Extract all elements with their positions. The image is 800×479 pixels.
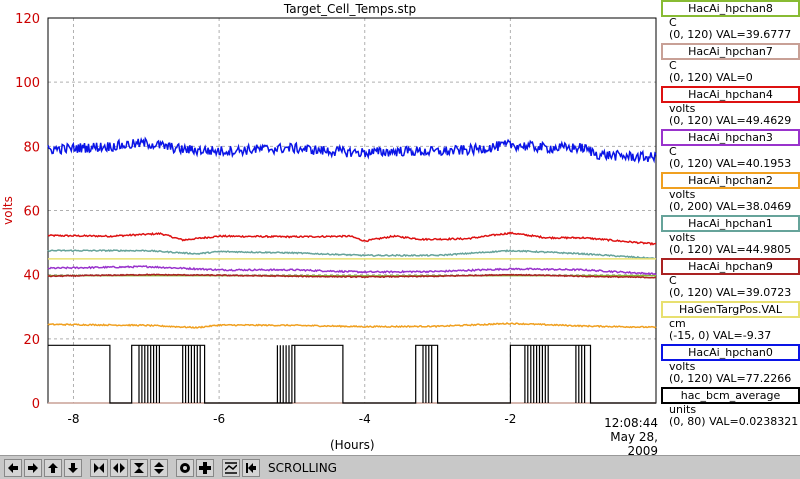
date-text: May 28, 2009 bbox=[610, 430, 658, 458]
chart-title: Target_Cell_Temps.stp bbox=[283, 2, 417, 16]
legend-info: C (0, 120) VAL=0 bbox=[669, 60, 753, 84]
legend-entry-HacAi_hpchan2[interactable]: HacAi_hpchan2 bbox=[661, 172, 800, 189]
legend-entry-HacAi_hpchan9[interactable]: HacAi_hpchan9 bbox=[661, 258, 800, 275]
legend-value: (0, 120) VAL=39.6777 bbox=[669, 28, 792, 41]
back-icon bbox=[246, 462, 256, 473]
legend-entry-hac_bcm_average[interactable]: hac_bcm_average bbox=[661, 387, 800, 404]
series-line-HacAi_hpchan3 bbox=[47, 265, 657, 276]
legend-info: units (0, 80) VAL=0.0238321 bbox=[669, 404, 798, 428]
legend-value: (-15, 0) VAL=-9.37 bbox=[669, 329, 772, 342]
toolbar: SCROLLING bbox=[0, 455, 800, 479]
back-button[interactable] bbox=[242, 458, 260, 477]
series-line-hac_bcm_average bbox=[48, 344, 656, 404]
legend-info: C (0, 120) VAL=40.1953 bbox=[669, 146, 791, 170]
x-tick-label: -2 bbox=[504, 412, 516, 426]
y-tick-label: 120 bbox=[15, 12, 40, 27]
scroll-up-button[interactable] bbox=[44, 458, 62, 477]
legend-entry-HacAi_hpchan3[interactable]: HacAi_hpchan3 bbox=[661, 129, 800, 146]
legend-unit: volts bbox=[669, 188, 696, 201]
legend-entry-HaGenTargPos.VAL[interactable]: HaGenTargPos.VAL bbox=[661, 301, 800, 318]
y-tick-label: 100 bbox=[15, 76, 40, 91]
legend-unit: volts bbox=[669, 102, 696, 115]
y-tick-label: 60 bbox=[23, 205, 40, 220]
series-line-HacAi_hpchan0 bbox=[47, 136, 657, 165]
series-line-HacAi_hpchan4 bbox=[47, 231, 656, 246]
legend-unit: C bbox=[669, 274, 677, 287]
right-arrow-icon bbox=[28, 462, 38, 473]
legend-entry-HacAi_hpchan0[interactable]: HacAi_hpchan0 bbox=[661, 344, 800, 361]
series-line-HacAi_hpchan1 bbox=[47, 249, 657, 260]
scroll-down-button[interactable] bbox=[64, 458, 82, 477]
plot-area: 0 20 40 60 80 100 120 -8 -6 -4 -2 volts bbox=[1, 12, 657, 426]
x-tick-label: -4 bbox=[359, 412, 371, 426]
config-button[interactable] bbox=[176, 458, 194, 477]
x-axis-title: (Hours) bbox=[330, 438, 375, 452]
legend-info: volts (0, 120) VAL=44.9805 bbox=[669, 232, 791, 256]
legend-entry-HacAi_hpchan7[interactable]: HacAi_hpchan7 bbox=[661, 43, 800, 60]
zoom-in-y-icon bbox=[134, 462, 144, 473]
x-tick-label: -8 bbox=[68, 412, 80, 426]
zoom-out-x-button[interactable] bbox=[110, 458, 128, 477]
zoom-in-y-button[interactable] bbox=[130, 458, 148, 477]
y-tick-label: 40 bbox=[23, 269, 40, 284]
legend-unit: volts bbox=[669, 231, 696, 244]
legend-info: volts (0, 120) VAL=49.4629 bbox=[669, 103, 791, 127]
legend-value: (0, 120) VAL=49.4629 bbox=[669, 114, 792, 127]
scroll-left-button[interactable] bbox=[4, 458, 22, 477]
circle-config-icon bbox=[180, 462, 190, 473]
zoom-out-y-icon bbox=[154, 461, 164, 474]
legend-value: (0, 80) VAL=0.0238321 bbox=[669, 415, 799, 428]
y-tick-label: 80 bbox=[23, 140, 40, 155]
legend-entry-HacAi_hpchan8[interactable]: HacAi_hpchan8 bbox=[661, 0, 800, 17]
up-arrow-icon bbox=[48, 462, 58, 473]
zoom-in-x-button[interactable] bbox=[90, 458, 108, 477]
y-tick-label: 0 bbox=[32, 397, 40, 412]
legend-value: (0, 120) VAL=40.1953 bbox=[669, 157, 792, 170]
legend-value: (0, 120) VAL=44.9805 bbox=[669, 243, 792, 256]
legend-info: C (0, 120) VAL=39.6777 bbox=[669, 17, 791, 41]
legend-unit: C bbox=[669, 145, 677, 158]
legend-info: volts (0, 120) VAL=77.2266 bbox=[669, 361, 791, 385]
legend-value: (0, 120) VAL=0 bbox=[669, 71, 753, 84]
legend-value: (0, 120) VAL=77.2266 bbox=[669, 372, 792, 385]
legend-unit: volts bbox=[669, 360, 696, 373]
y-tick-label: 20 bbox=[23, 333, 40, 348]
legend-info: C (0, 120) VAL=39.0723 bbox=[669, 275, 791, 299]
legend-unit: C bbox=[669, 16, 677, 29]
y-axis-title: volts bbox=[1, 196, 15, 225]
add-button[interactable] bbox=[196, 458, 214, 477]
plus-icon bbox=[199, 461, 211, 474]
legend-unit: cm bbox=[669, 317, 686, 330]
zoom-in-x-icon bbox=[94, 462, 104, 473]
scroll-right-button[interactable] bbox=[24, 458, 42, 477]
down-arrow-icon bbox=[68, 462, 78, 473]
legend-info: volts (0, 200) VAL=38.0469 bbox=[669, 189, 791, 213]
x-tick-label: -6 bbox=[213, 412, 225, 426]
time-text: 12:08:44 bbox=[604, 416, 658, 430]
legend-entry-HacAi_hpchan1[interactable]: HacAi_hpchan1 bbox=[661, 215, 800, 232]
left-arrow-icon bbox=[8, 462, 18, 473]
legend-entry-HacAi_hpchan4[interactable]: HacAi_hpchan4 bbox=[661, 86, 800, 103]
zoom-out-y-button[interactable] bbox=[150, 458, 168, 477]
autoscale-icon bbox=[225, 461, 237, 474]
legend-info: cm (-15, 0) VAL=-9.37 bbox=[669, 318, 771, 342]
autoscale-button[interactable] bbox=[222, 458, 240, 477]
legend-value: (0, 200) VAL=38.0469 bbox=[669, 200, 792, 213]
series-line-HacAi_hpchan9 bbox=[47, 273, 657, 279]
zoom-out-x-icon bbox=[113, 462, 125, 473]
legend-value: (0, 120) VAL=39.0723 bbox=[669, 286, 792, 299]
series-line-HacAi_hpchan2 bbox=[47, 322, 657, 329]
timestamp-label: 12:08:44 May 28, 2009 bbox=[578, 416, 658, 458]
legend-unit: units bbox=[669, 403, 697, 416]
legend-unit: C bbox=[669, 59, 677, 72]
status-text: SCROLLING bbox=[268, 460, 337, 475]
